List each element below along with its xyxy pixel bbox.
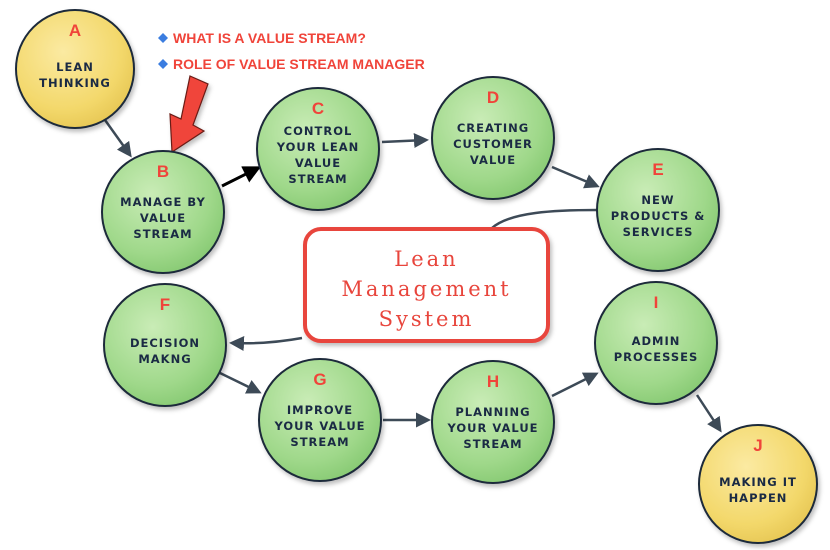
node-circle — [698, 424, 818, 544]
node-label-line: PLANNING — [455, 405, 530, 419]
node-label-line: YOUR LEAN — [276, 140, 360, 154]
node-label-line: VALUE — [470, 153, 516, 167]
node-label-line: STREAM — [133, 227, 192, 241]
node-circle — [101, 150, 225, 274]
pointer-arrow-icon — [169, 75, 209, 154]
node-label-line: IMPROVE — [287, 403, 353, 417]
connectors — [103, 119, 722, 433]
node-d: D CREATING CUSTOMER VALUE — [431, 76, 555, 200]
center-title-line: Management — [341, 277, 511, 301]
node-j: J MAKING IT HAPPEN — [698, 424, 818, 544]
node-g: G IMPROVE YOUR VALUE STREAM — [258, 358, 382, 482]
arrow-e-to-center — [491, 208, 598, 229]
arrow-f-to-g — [219, 371, 262, 394]
callout-item: WHAT IS A VALUE STREAM? — [158, 30, 366, 46]
node-label-line: CUSTOMER — [453, 137, 533, 151]
node-f: F DECISION MAKNG — [103, 283, 227, 407]
node-label-line: ADMIN — [632, 334, 681, 348]
center-title-line: Lean — [394, 247, 458, 271]
callout-text: WHAT IS A VALUE STREAM? — [173, 30, 366, 46]
node-letter: I — [654, 293, 659, 312]
node-circle — [431, 76, 555, 200]
node-label-line: MAKNG — [138, 352, 191, 366]
arrow-h-to-i — [551, 372, 599, 398]
node-label-line: STREAM — [463, 437, 522, 451]
arrow-c-to-d — [381, 133, 429, 149]
arrow-d-to-e — [551, 165, 600, 189]
node-circle — [431, 360, 555, 484]
node-label-line: DECISION — [130, 336, 200, 350]
node-label-line: STREAM — [290, 435, 349, 449]
node-circle — [256, 87, 380, 211]
node-letter: E — [652, 160, 663, 179]
node-e: E NEW PRODUCTS & SERVICES — [596, 148, 720, 272]
node-label-line: LEAN — [56, 60, 94, 74]
arrow-center-to-f — [229, 336, 303, 352]
node-label-line: THINKING — [39, 76, 111, 90]
node-label-line: STREAM — [288, 172, 347, 186]
node-letter: G — [313, 370, 326, 389]
node-label-line: VALUE — [295, 156, 341, 170]
node-a: A LEAN THINKING — [15, 9, 135, 129]
node-label-line: YOUR VALUE — [446, 421, 538, 435]
node-letter: B — [157, 162, 169, 181]
node-letter: F — [160, 295, 170, 314]
diamond-bullet-icon — [158, 33, 168, 43]
node-letter: H — [487, 372, 499, 391]
node-b: B MANAGE BY VALUE STREAM — [101, 150, 225, 274]
node-letter: D — [487, 88, 499, 107]
node-group: A LEAN THINKING B MANAGE BY VALUE STREAM C CONTR… — [15, 9, 818, 544]
center-title-box: Lean Management System — [303, 227, 550, 343]
diamond-bullet-icon — [158, 59, 168, 69]
node-label-line: PROCESSES — [614, 350, 699, 364]
center-box-outline — [303, 227, 550, 343]
center-title-line: System — [379, 307, 475, 331]
node-label-line: YOUR VALUE — [273, 419, 365, 433]
arrow-a-to-b — [103, 119, 132, 158]
node-letter: C — [312, 99, 324, 118]
node-circle — [15, 9, 135, 129]
node-label-line: NEW — [641, 193, 674, 207]
node-letter: A — [69, 21, 81, 40]
arrow-b-to-c — [221, 166, 262, 188]
node-label-line: VALUE — [140, 211, 186, 225]
node-circle — [258, 358, 382, 482]
node-label-line: MAKING IT — [719, 475, 797, 489]
node-label-line: SERVICES — [623, 225, 694, 239]
node-h: H PLANNING YOUR VALUE STREAM — [431, 360, 555, 484]
node-label-line: HAPPEN — [729, 491, 788, 505]
node-letter: J — [753, 436, 762, 455]
callout-list: WHAT IS A VALUE STREAM? ROLE OF VALUE ST… — [158, 30, 425, 72]
node-i: I ADMIN PROCESSES — [594, 281, 718, 405]
node-label-line: PRODUCTS & — [611, 209, 706, 223]
node-label-line: MANAGE BY — [120, 195, 206, 209]
node-circle — [596, 148, 720, 272]
node-label-line: CREATING — [457, 121, 529, 135]
callout-item: ROLE OF VALUE STREAM MANAGER — [158, 56, 425, 72]
callout-text: ROLE OF VALUE STREAM MANAGER — [173, 56, 425, 72]
node-circle — [103, 283, 227, 407]
node-c: C CONTROL YOUR LEAN VALUE STREAM — [256, 87, 380, 211]
arrow-i-to-j — [695, 394, 722, 433]
node-circle — [594, 281, 718, 405]
node-label-line: CONTROL — [284, 124, 353, 138]
